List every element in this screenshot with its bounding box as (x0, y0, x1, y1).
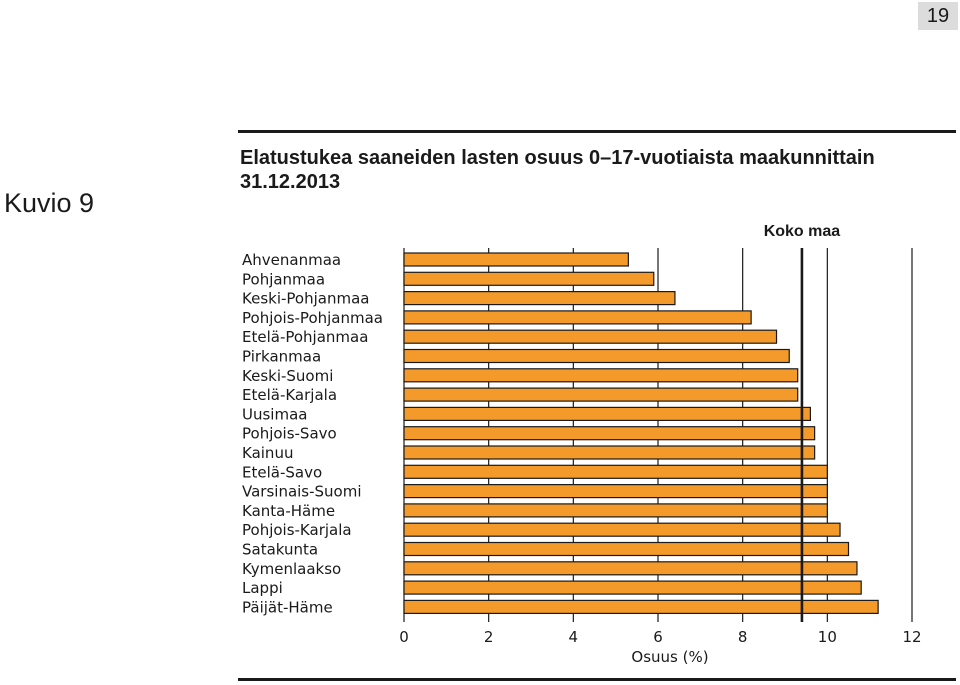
category-label-18: Päijät-Häme (242, 598, 333, 616)
bar-6 (403, 368, 799, 383)
category-label-15: Satakunta (242, 541, 318, 559)
bar-8 (403, 406, 811, 421)
category-label-11: Etelä-Savo (242, 463, 322, 481)
x-tick-label-6: 12 (902, 628, 921, 646)
bar-12 (403, 484, 828, 499)
bar-0 (403, 252, 629, 267)
x-tick-label-0: 0 (399, 628, 409, 646)
bar-4 (403, 329, 778, 344)
category-label-0: Ahvenanmaa (242, 251, 341, 269)
category-label-9: Pohjois-Savo (242, 425, 337, 443)
bar-13 (403, 503, 828, 518)
x-tick-label-2: 4 (569, 628, 579, 646)
bar-7 (403, 387, 799, 402)
bar-18 (403, 599, 879, 615)
category-label-8: Uusimaa (242, 405, 307, 423)
bar-5 (403, 348, 790, 364)
category-label-2: Keski-Pohjanmaa (242, 290, 369, 308)
x-tick-label-1: 2 (484, 628, 494, 646)
reference-line-label: Koko maa (764, 223, 841, 240)
category-label-13: Kanta-Häme (242, 502, 335, 520)
bar-2 (403, 291, 676, 306)
bar-1 (403, 271, 655, 286)
bar-16 (403, 561, 858, 576)
bottom-divider (238, 678, 956, 681)
category-label-14: Pohjois-Karjala (242, 521, 352, 539)
x-axis-title: Osuus (%) (631, 648, 708, 666)
bar-17 (403, 580, 862, 595)
bar-11 (403, 464, 828, 479)
x-tick-label-4: 8 (738, 628, 748, 646)
chart-title: Elatustukea saaneiden lasten osuus 0–17-… (240, 147, 875, 193)
category-label-4: Etelä-Pohjanmaa (242, 328, 368, 346)
bars (403, 252, 879, 615)
bar-9 (403, 426, 816, 441)
x-tick-label-3: 6 (653, 628, 663, 646)
reference-line-group: Koko maa (764, 223, 841, 622)
bar-3 (403, 310, 752, 325)
bar-10 (403, 445, 816, 460)
category-label-6: Keski-Suomi (242, 367, 333, 385)
top-divider (238, 130, 956, 133)
figure-label: Kuvio 9 (4, 188, 95, 218)
category-label-17: Lappi (242, 579, 283, 597)
category-label-1: Pohjanmaa (242, 270, 325, 288)
category-label-12: Varsinais-Suomi (242, 483, 362, 501)
x-tick-labels: 0 2 4 6 8 10 12 (399, 628, 921, 646)
x-tick-label-5: 10 (818, 628, 837, 646)
bar-15 (403, 541, 850, 557)
category-label-16: Kymenlaakso (242, 560, 341, 578)
category-label-3: Pohjois-Pohjanmaa (242, 309, 383, 327)
category-label-10: Kainuu (242, 444, 293, 462)
bar-14 (403, 522, 841, 537)
category-label-7: Etelä-Karjala (242, 386, 337, 404)
category-labels: AhvenanmaaPohjanmaaKeski-PohjanmaaPohjoi… (242, 251, 383, 616)
page-number: 19 (918, 2, 958, 30)
category-label-5: Pirkanmaa (242, 348, 321, 366)
